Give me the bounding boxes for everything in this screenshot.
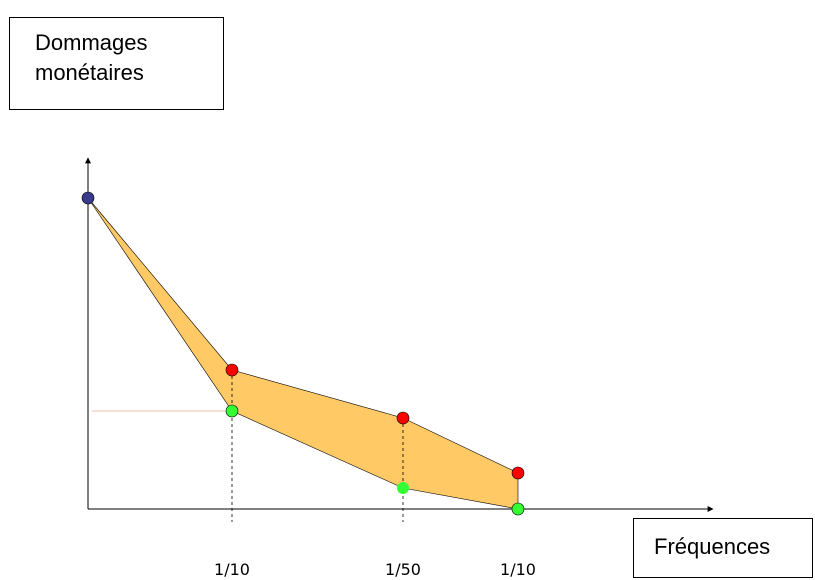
upper-point-2 [396, 411, 410, 425]
y-axis-label-line1: Dommages [35, 30, 148, 55]
y-axis-label-line2: monétaires [35, 60, 144, 85]
x-tick-label-3: 1/10 [500, 560, 536, 579]
lower-point-1 [225, 404, 239, 418]
upper-point-1 [225, 363, 239, 377]
upper-point-3 [511, 466, 525, 480]
x-tick-label-2: 1/50 [385, 560, 421, 579]
y-axis-label-box: Dommages monétaires [9, 17, 224, 110]
lower-point-3 [511, 502, 525, 516]
origin-point [81, 191, 95, 205]
x-tick-label-1: 1/10 [214, 560, 250, 579]
x-axis-label: Fréquences [654, 534, 771, 559]
x-axis-label-box: Fréquences [633, 518, 813, 578]
lower-point-2 [397, 482, 409, 494]
damage-range-area [87, 197, 519, 510]
